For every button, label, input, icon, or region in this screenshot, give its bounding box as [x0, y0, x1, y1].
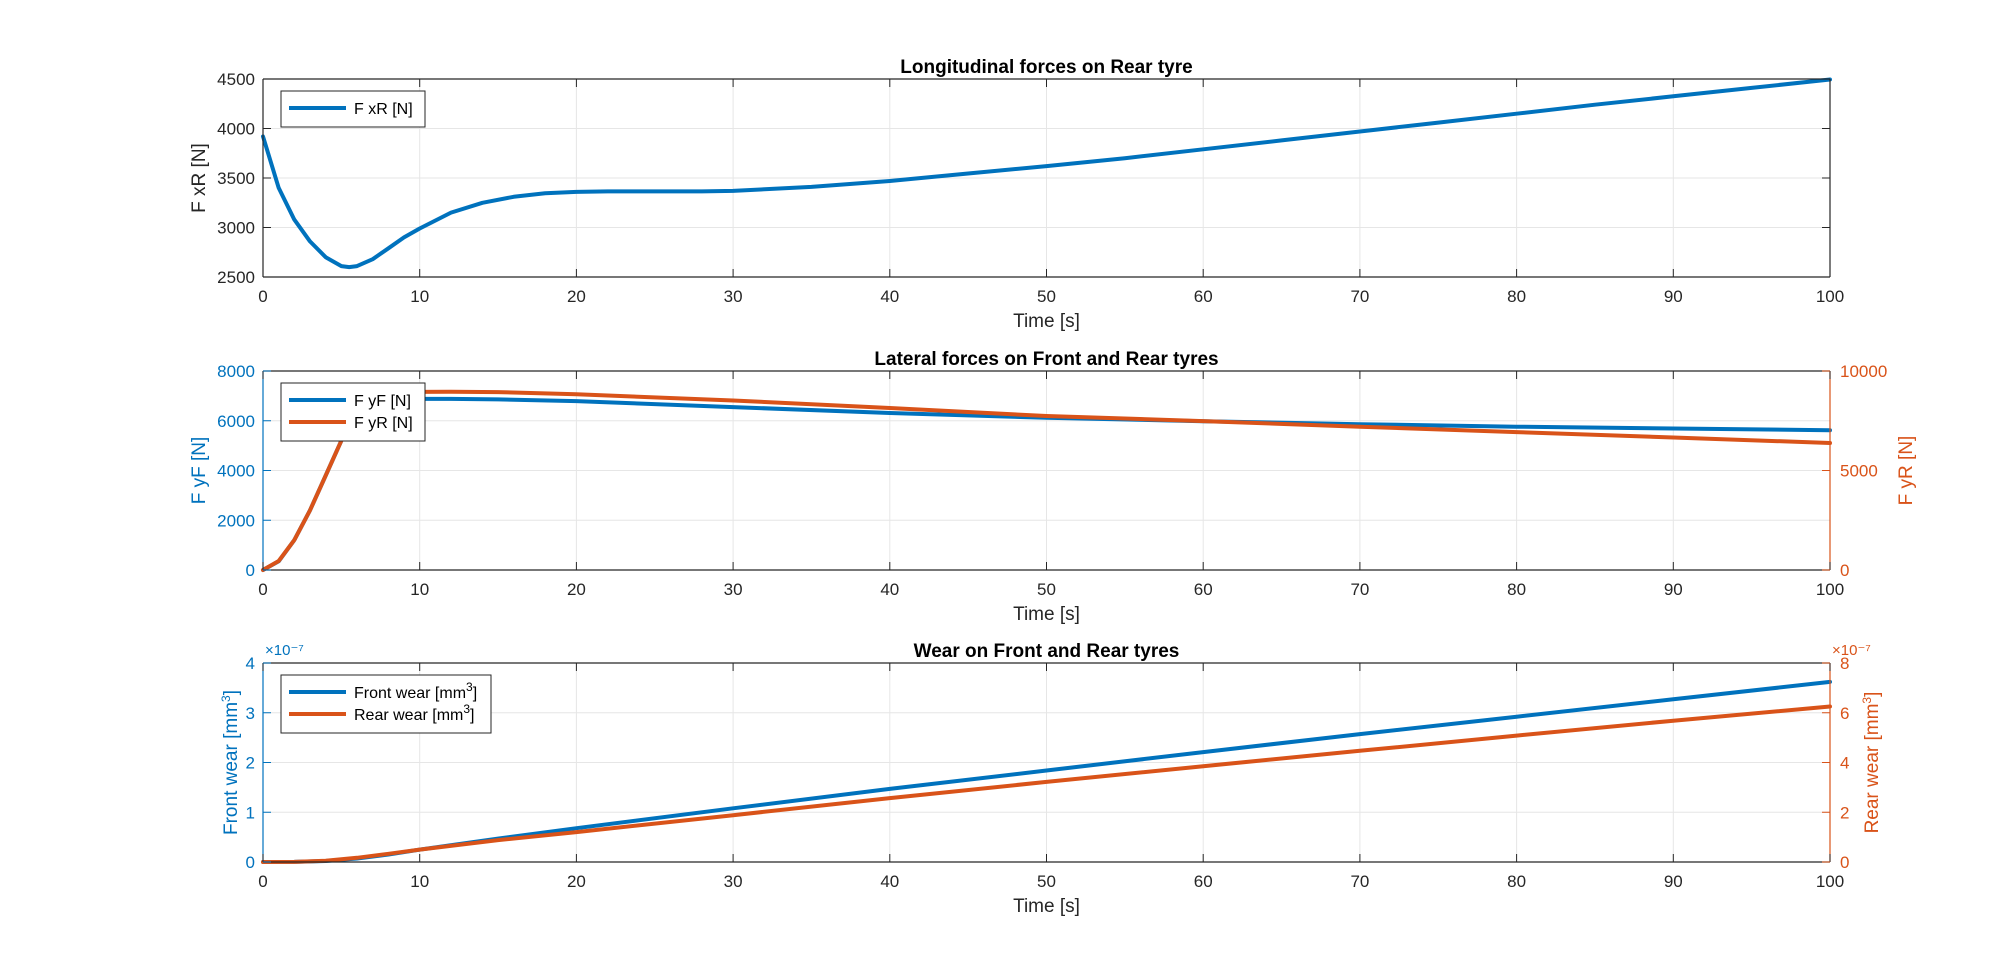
x-tick-label: 30	[724, 580, 743, 599]
x-tick-label: 0	[258, 580, 267, 599]
y-tick-label-left: 8000	[217, 362, 255, 381]
x-axis-label: Time [s]	[1013, 311, 1080, 332]
legend-label: F xR [N]	[354, 101, 413, 118]
x-tick-label: 40	[880, 287, 899, 306]
x-tick-label: 100	[1816, 872, 1844, 891]
x-tick-label: 20	[567, 872, 586, 891]
y-tick-label-right: 5000	[1840, 462, 1878, 481]
x-tick-label: 90	[1664, 872, 1683, 891]
x-tick-label: 40	[880, 580, 899, 599]
series-line-2	[261, 389, 1832, 572]
chart-panel-1: 0 10 20 30 40 50 60 70 80 90 100 2500 3000 3500 4000 45…	[189, 57, 1844, 332]
chart-title: Longitudinal forces on Rear tyre	[900, 57, 1192, 78]
legend-label: Rear wear [mm3]	[354, 702, 475, 724]
y-tick-label-left: 4	[246, 654, 255, 673]
x-tick-label: 100	[1816, 287, 1844, 306]
series-line-1	[261, 77, 1832, 270]
legend: F yF [N] F yR [N]	[280, 382, 426, 442]
x-tick-label: 100	[1816, 580, 1844, 599]
legend: Front wear [mm3]Rear wear [mm3]	[280, 674, 492, 734]
y-tick-label-left: 0	[246, 853, 255, 872]
x-tick-label: 60	[1194, 287, 1213, 306]
x-tick-label: 10	[410, 872, 429, 891]
legend: F xR [N]	[280, 90, 426, 128]
x-tick-label: 20	[567, 580, 586, 599]
x-tick-label: 50	[1037, 287, 1056, 306]
y-tick-label-left: 0	[246, 561, 255, 580]
series-line-2	[261, 704, 1832, 864]
exponent-label-left: ×10⁻⁷	[265, 642, 304, 659]
x-tick-label: 50	[1037, 872, 1056, 891]
x-tick-label: 0	[258, 287, 267, 306]
x-tick-label: 40	[880, 872, 899, 891]
x-tick-label: 30	[724, 872, 743, 891]
x-tick-label: 60	[1194, 580, 1213, 599]
x-tick-label: 10	[410, 580, 429, 599]
x-tick-label: 30	[724, 287, 743, 306]
y-tick-label-right: 10000	[1840, 362, 1887, 381]
y-tick-label-right: 0	[1840, 853, 1849, 872]
y-axis-label-left: Front wear [mm3]	[219, 690, 242, 835]
y-tick-label-left: 3500	[217, 169, 255, 188]
y-axis-label-left: F yF [N]	[189, 437, 210, 505]
y-tick-label-left: 1	[246, 803, 255, 822]
x-tick-label: 80	[1507, 872, 1526, 891]
chart-title: Wear on Front and Rear tyres	[914, 641, 1180, 662]
x-tick-label: 60	[1194, 872, 1213, 891]
x-tick-label: 90	[1664, 580, 1683, 599]
y-tick-label-right: 2	[1840, 803, 1849, 822]
y-axis-label-right: F yR [N]	[1896, 436, 1917, 506]
x-tick-label: 10	[410, 287, 429, 306]
y-tick-label-left: 4000	[217, 120, 255, 139]
legend-box	[280, 382, 426, 442]
x-tick-label: 70	[1350, 872, 1369, 891]
y-tick-label-left: 3	[246, 704, 255, 723]
y-axis-label-right: Rear wear [mm3]	[1860, 692, 1883, 834]
x-tick-label: 80	[1507, 580, 1526, 599]
y-tick-label-right: 0	[1840, 561, 1849, 580]
exponent-label-right: ×10⁻⁷	[1832, 642, 1871, 659]
x-axis-label: Time [s]	[1013, 604, 1080, 625]
x-tick-label: 20	[567, 287, 586, 306]
x-tick-label: 70	[1350, 580, 1369, 599]
x-axis-label: Time [s]	[1013, 896, 1080, 917]
legend-label: F yF [N]	[354, 393, 411, 410]
x-tick-label: 90	[1664, 287, 1683, 306]
y-tick-label-left: 2500	[217, 268, 255, 287]
x-tick-label: 70	[1350, 287, 1369, 306]
legend-label: F yR [N]	[354, 415, 413, 432]
y-axis-label-left: F xR [N]	[189, 143, 210, 213]
y-tick-label-left: 2	[246, 754, 255, 773]
x-tick-label: 50	[1037, 580, 1056, 599]
y-tick-label-left: 2000	[217, 511, 255, 530]
y-tick-label-left: 3000	[217, 219, 255, 238]
x-tick-label: 0	[258, 872, 267, 891]
y-tick-label-right: 6	[1840, 704, 1849, 723]
chart-panel-2: 0 10 20 30 40 50 60 70 80 90 100020004000600080000…	[189, 349, 1917, 625]
chart-title: Lateral forces on Front and Rear tyres	[874, 349, 1218, 370]
y-tick-label-right: 8	[1840, 654, 1849, 673]
legend-label: Front wear [mm3]	[354, 680, 477, 702]
x-tick-label: 80	[1507, 287, 1526, 306]
legend-box	[280, 674, 492, 734]
y-tick-label-left: 4500	[217, 70, 255, 89]
y-tick-label-right: 4	[1840, 754, 1849, 773]
y-tick-label-left: 4000	[217, 462, 255, 481]
y-tick-label-left: 6000	[217, 412, 255, 431]
